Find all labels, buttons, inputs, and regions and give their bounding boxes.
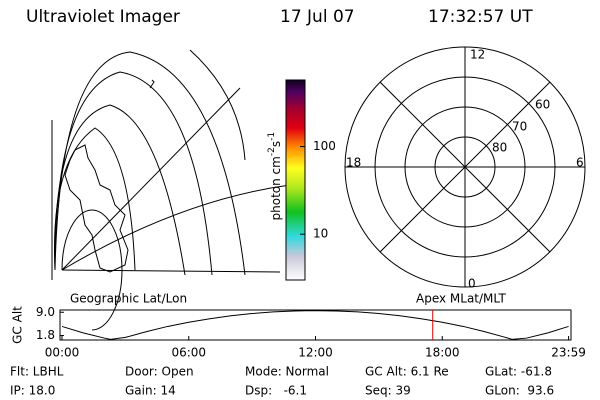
mlt-label: 0 bbox=[468, 277, 476, 291]
y-tick-label: 9.0 bbox=[36, 305, 55, 319]
x-tick-label: 23:59 bbox=[551, 346, 586, 360]
y-tick-label: 1.8 bbox=[36, 328, 55, 342]
colorbar-tick-label: 10 bbox=[313, 227, 328, 241]
colorbar-label-part: s bbox=[269, 141, 283, 147]
footer-field: Seq: 39 bbox=[365, 384, 411, 398]
x-tick-label: 18:00 bbox=[425, 346, 460, 360]
polar-grid bbox=[344, 46, 586, 288]
colorbar-label-part: -1 bbox=[267, 132, 277, 141]
alt-axis-label: GC Alt bbox=[11, 306, 25, 344]
footer-field: Gain: 14 bbox=[125, 384, 176, 398]
lat-label: 70 bbox=[512, 120, 527, 134]
date: 17 Jul 07 bbox=[280, 7, 355, 27]
colorbar-label: photon cm-2s-1 bbox=[264, 120, 283, 239]
footer-field: Dsp: -6.1 bbox=[245, 384, 307, 398]
mlt-label: 18 bbox=[346, 156, 361, 170]
footer-field: Door: Open bbox=[125, 365, 194, 379]
map-label: Geographic Lat/Lon bbox=[70, 292, 187, 306]
footer-field: Mode: Normal bbox=[245, 365, 329, 379]
mlt-label: 6 bbox=[576, 156, 584, 170]
colorbar-label-part: photon cm bbox=[269, 156, 283, 220]
x-tick-label: 12:00 bbox=[298, 346, 333, 360]
mlt-label: 12 bbox=[470, 48, 485, 62]
polar-label: Apex MLat/MLT bbox=[416, 292, 506, 306]
footer-field: IP: 18.0 bbox=[10, 384, 55, 398]
alt-line bbox=[61, 310, 569, 340]
x-tick-label: 06:00 bbox=[171, 346, 206, 360]
colorbar bbox=[285, 79, 306, 281]
time: 17:32:57 UT bbox=[428, 7, 533, 27]
alt-frame bbox=[59, 309, 572, 341]
footer-field: Flt: LBHL bbox=[10, 365, 64, 379]
geo-map bbox=[51, 49, 291, 331]
footer-field: GLon: 93.6 bbox=[485, 384, 554, 398]
title: Ultraviolet Imager bbox=[26, 7, 180, 27]
footer-field: GC Alt: 6.1 Re bbox=[365, 365, 449, 379]
lat-label: 80 bbox=[492, 141, 507, 155]
lat-label: 60 bbox=[535, 98, 550, 112]
colorbar-tick-label: 100 bbox=[313, 139, 336, 153]
colorbar-label-part: -2 bbox=[267, 147, 277, 156]
footer-field: GLat: -61.8 bbox=[485, 365, 552, 379]
x-tick-label: 00:00 bbox=[45, 346, 80, 360]
